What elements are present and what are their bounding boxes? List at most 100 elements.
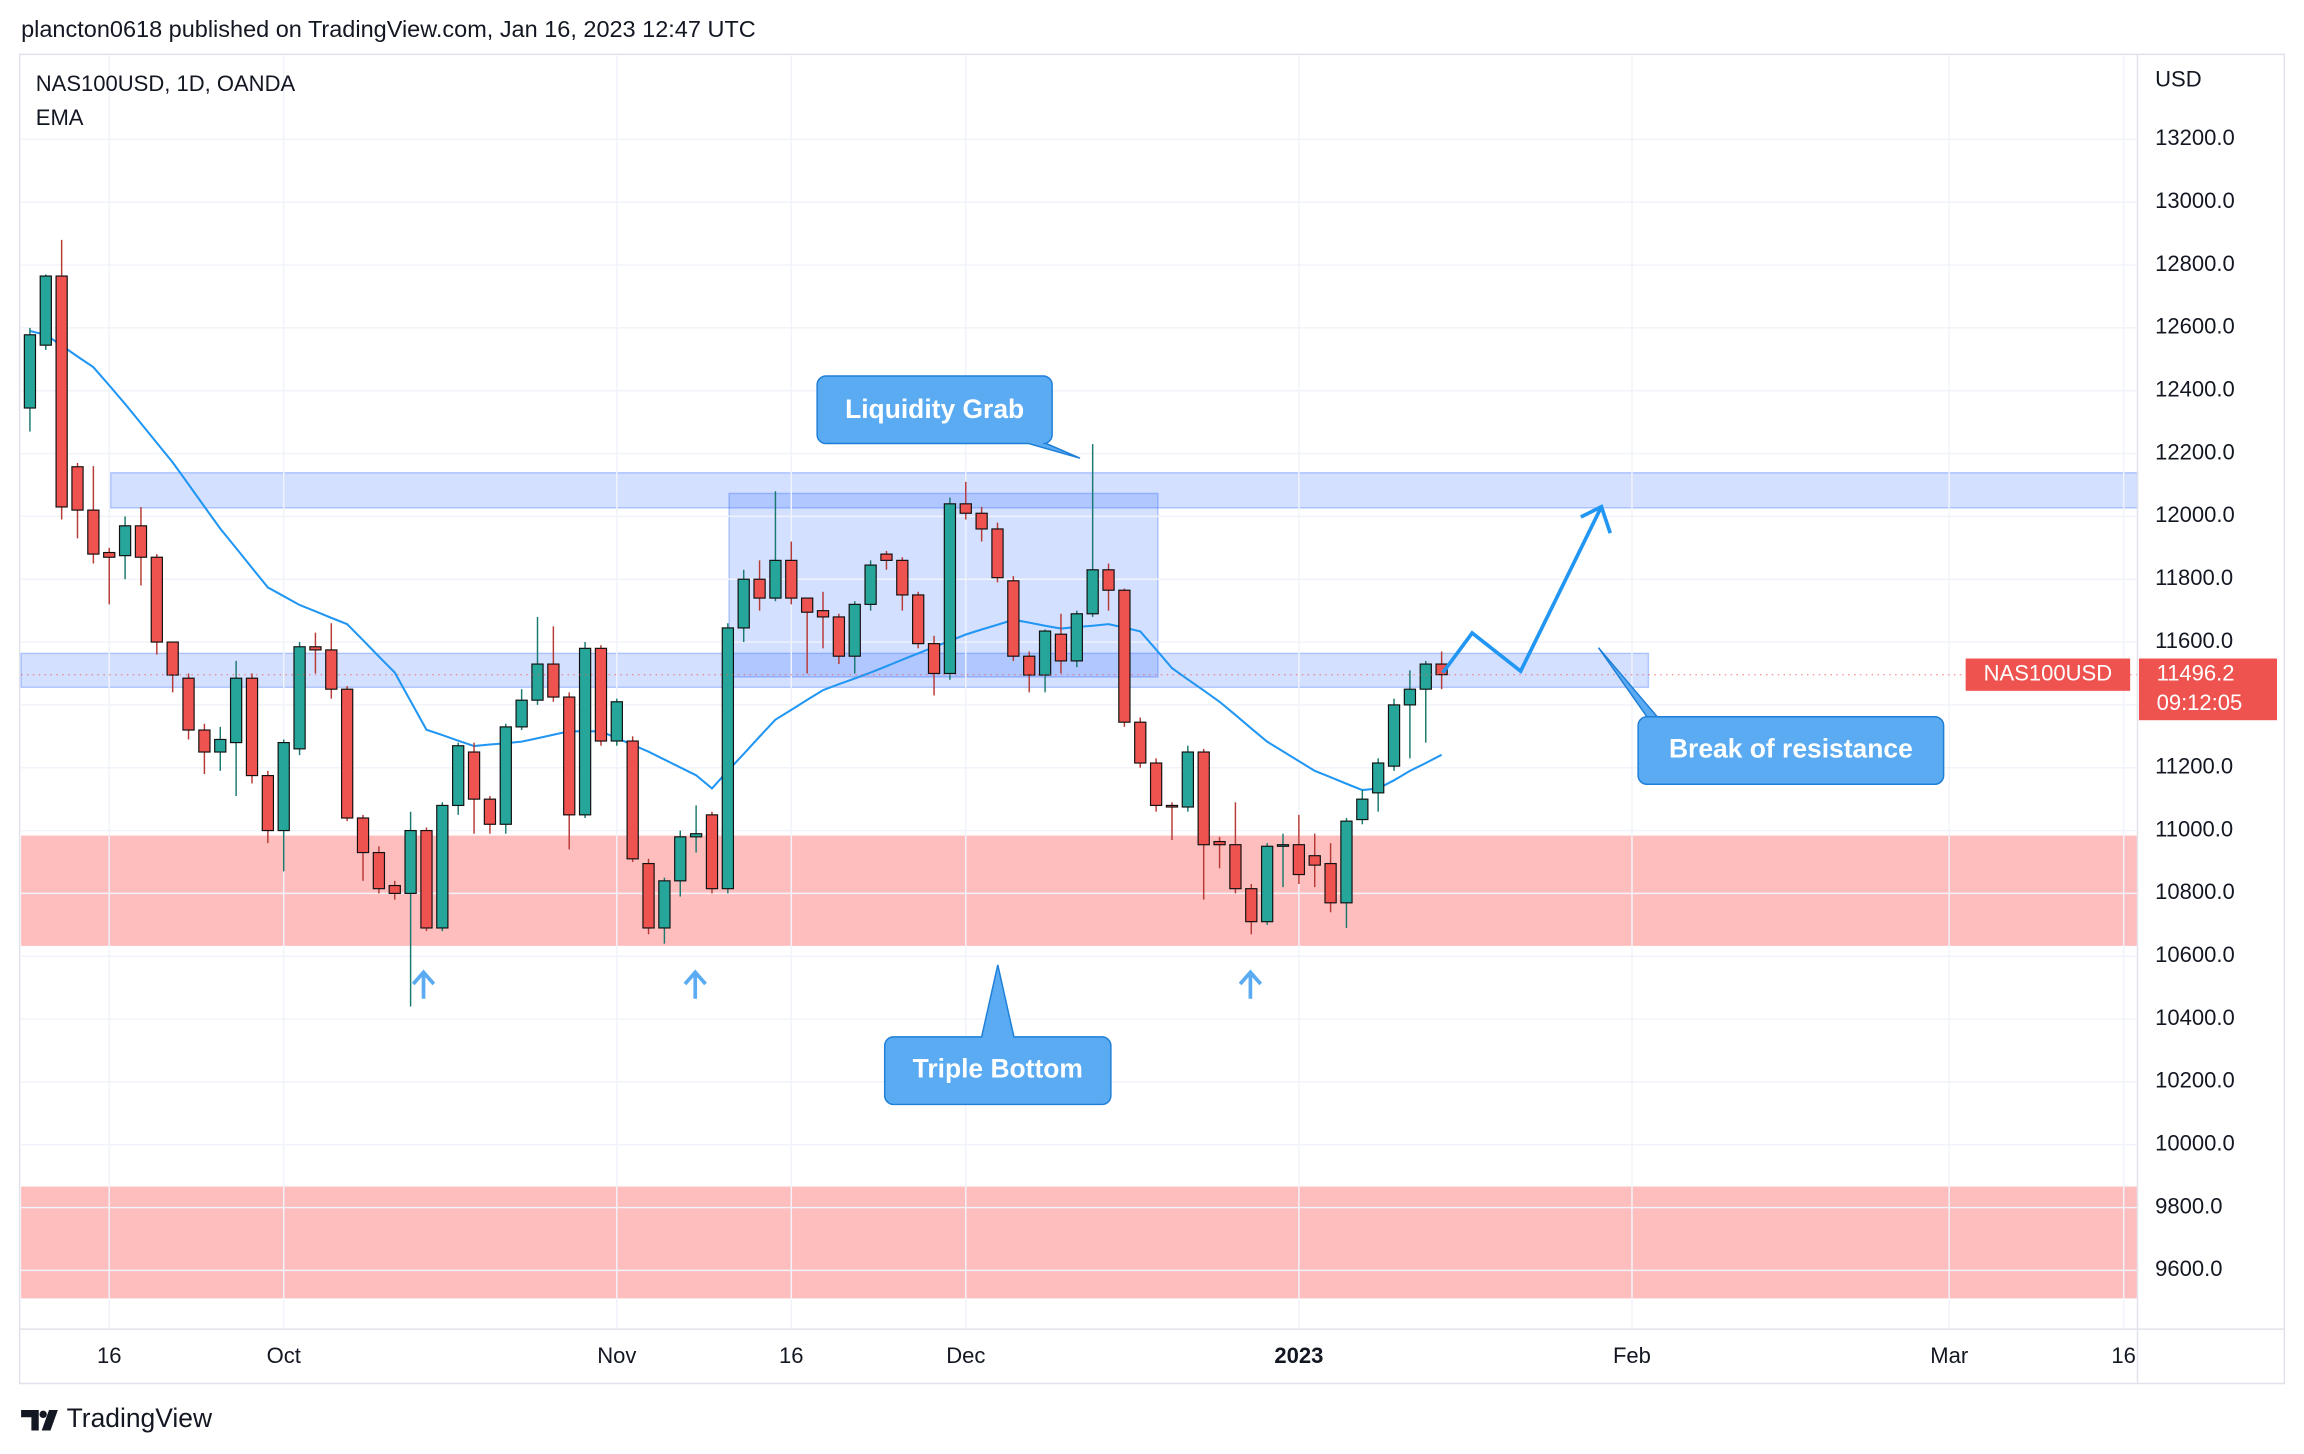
- candle-body: [880, 553, 893, 561]
- y-axis-label: USD: [2155, 67, 2201, 92]
- candle-body: [103, 551, 116, 558]
- candle-body: [340, 688, 354, 819]
- y-tick-label: 9800.0: [2155, 1193, 2222, 1218]
- ema-line: [29, 330, 1443, 792]
- countdown-label: 09:12:05: [2157, 690, 2243, 715]
- candle-body: [642, 862, 655, 929]
- candle-body: [1229, 844, 1242, 890]
- candle-body: [578, 647, 592, 816]
- candle-body: [1038, 630, 1052, 676]
- y-tick-label: 12400.0: [2155, 377, 2235, 402]
- plot: [21, 55, 2138, 1330]
- candle-body: [467, 751, 481, 800]
- y-tick-label: 10600.0: [2155, 942, 2235, 967]
- candle-body: [753, 578, 766, 599]
- projection-path: [1441, 504, 1612, 675]
- candle-body: [420, 829, 433, 929]
- candle-body: [293, 646, 306, 750]
- callout-text: Liquidity Grab: [845, 394, 1024, 424]
- candle-body: [610, 701, 623, 742]
- y-tick-label: 11000.0: [2155, 816, 2233, 841]
- candle-body: [1007, 580, 1020, 657]
- candle-body: [1292, 844, 1306, 876]
- y-tick-label: 10800.0: [2155, 879, 2235, 904]
- footer: TradingView: [67, 1403, 213, 1433]
- candle-body: [372, 851, 386, 890]
- symbol-label-bg: [1965, 658, 2131, 691]
- footer-logo: TradingView: [21, 1403, 213, 1433]
- zone: [21, 835, 2138, 946]
- candle-body: [356, 817, 370, 854]
- candle-body: [785, 559, 798, 599]
- callout: Triple Bottom: [883, 964, 1112, 1106]
- y-tick-label: 10400.0: [2155, 1005, 2235, 1030]
- zone: [109, 471, 2139, 509]
- candle-body: [1356, 798, 1369, 821]
- y-tick-label: 11800.0: [2155, 565, 2233, 590]
- callout: Break of resistance: [1597, 647, 1945, 786]
- candle-body: [1276, 844, 1290, 847]
- candle-body: [277, 742, 290, 832]
- indicator-name: EMA: [36, 105, 84, 130]
- candle-body: [832, 616, 846, 657]
- callout-text: Triple Bottom: [913, 1054, 1083, 1084]
- candle-body: [1387, 704, 1401, 767]
- candle-body: [150, 556, 163, 643]
- candle-body: [134, 525, 148, 558]
- candle-body: [563, 696, 576, 816]
- candle-body: [198, 729, 211, 753]
- up-arrows: [411, 969, 1263, 999]
- header: plancton0618 published on TradingView.co…: [21, 16, 756, 42]
- candle-body: [388, 884, 401, 894]
- y-tick-label: 12000.0: [2155, 502, 2235, 527]
- candle-body: [721, 627, 735, 890]
- candle-body: [166, 641, 179, 676]
- callout-text: Break of resistance: [1669, 733, 1913, 763]
- x-tick-label: 2023: [1274, 1343, 1323, 1368]
- price-label: 11496.2: [2157, 660, 2235, 685]
- candle-body: [1054, 633, 1068, 662]
- candle-body: [689, 833, 703, 838]
- candle-body: [912, 594, 925, 645]
- candle-body: [1245, 888, 1258, 923]
- candle-body: [436, 804, 449, 929]
- x-tick-label: Mar: [1930, 1343, 1968, 1368]
- candle-body: [848, 603, 861, 657]
- candle-body: [896, 559, 909, 596]
- y-tick-label: 12200.0: [2155, 439, 2235, 464]
- candle-body: [943, 503, 957, 675]
- candle-body: [1086, 569, 1099, 615]
- candle-body: [1134, 721, 1147, 764]
- candle-body: [261, 774, 275, 832]
- candle-body: [991, 528, 1004, 579]
- x-tick-label: Nov: [597, 1343, 636, 1368]
- candle-body: [769, 559, 782, 599]
- candle-body: [1340, 820, 1353, 904]
- x-tick-label: Dec: [946, 1343, 985, 1368]
- symbol-title: NAS100USD, 1D, OANDA: [36, 71, 296, 96]
- candle-body: [452, 745, 465, 807]
- y-tick-label: 10200.0: [2155, 1068, 2235, 1093]
- zone: [21, 1186, 2138, 1299]
- candle-body: [1308, 855, 1321, 866]
- y-tick-label: 13000.0: [2155, 188, 2235, 213]
- candle-body: [1149, 762, 1163, 807]
- candle-body: [674, 836, 687, 882]
- candle-body: [705, 814, 719, 890]
- candle-body: [594, 647, 608, 742]
- candle-body: [309, 646, 322, 651]
- candle-body: [483, 798, 497, 825]
- candle-body: [214, 738, 227, 753]
- x-tick-label: 16: [779, 1343, 804, 1368]
- price-label-bg: [2138, 658, 2278, 721]
- candle-body: [1419, 663, 1432, 690]
- candle-body: [1403, 688, 1417, 706]
- candle-body: [87, 509, 100, 555]
- candle-body: [118, 525, 132, 557]
- zones: [20, 471, 2139, 1299]
- candle-body: [975, 512, 988, 530]
- zone: [20, 652, 1650, 689]
- candle-body: [658, 880, 671, 929]
- candle-body: [404, 829, 417, 894]
- candle-body: [1181, 751, 1195, 808]
